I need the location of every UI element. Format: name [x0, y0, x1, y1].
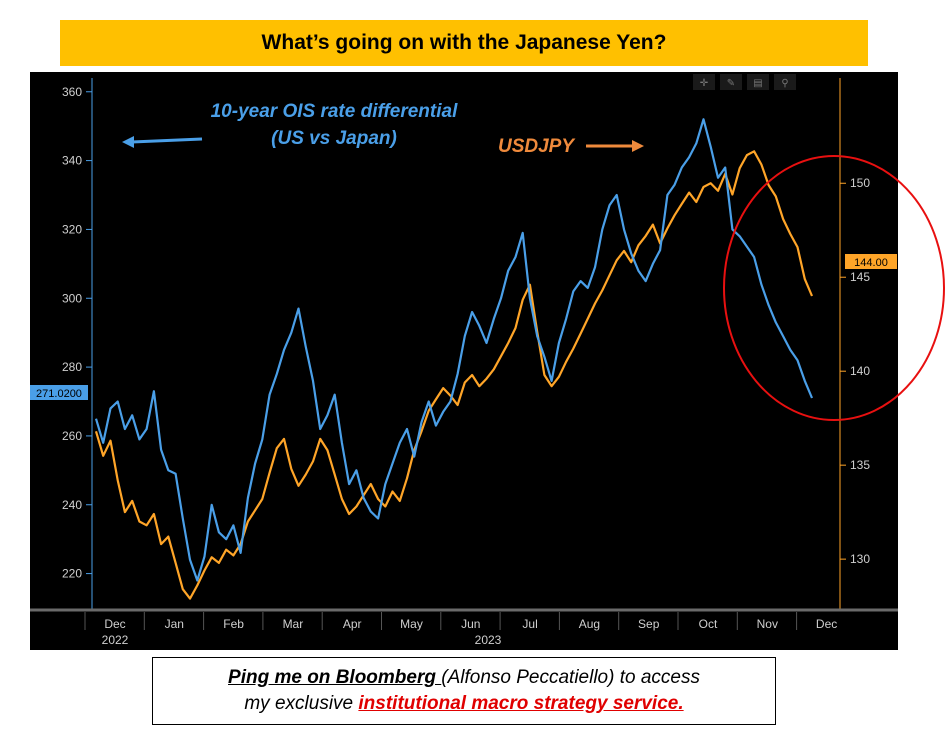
usdjpy-line — [94, 150, 814, 600]
right-last-value-box — [845, 254, 897, 269]
left-tick-label: 320 — [62, 222, 82, 236]
ois-arrow-shaft — [131, 137, 203, 144]
ois-label-line1: 10-year OIS rate differential — [211, 101, 458, 122]
right-tick-label: 135 — [850, 458, 870, 472]
left-tick-label: 220 — [62, 567, 82, 581]
left-tick-label: 240 — [62, 498, 82, 512]
promo-text1: (Alfonso Peccatiello) to access — [441, 667, 700, 688]
crosshair-icon-glyph: ✛ — [700, 78, 709, 89]
x-tick-label: Apr — [343, 617, 362, 631]
promo-bloomberg-link[interactable]: Ping me on Bloomberg — [228, 667, 442, 688]
left-tick-label: 340 — [62, 154, 82, 168]
right-tick-label: 150 — [850, 176, 870, 190]
left-last-value-tag: 271.0200 — [30, 385, 88, 400]
x-year-label: 2023 — [475, 633, 502, 647]
chart-title: What’s going on with the Japanese Yen? — [261, 31, 667, 54]
usdjpy-label: USDJPY — [498, 136, 576, 157]
table-icon[interactable] — [747, 74, 769, 90]
table-icon-glyph: ▤ — [753, 78, 762, 89]
series-layer — [94, 118, 814, 600]
zoom-icon[interactable] — [774, 74, 796, 90]
left-tick-label: 280 — [62, 360, 82, 374]
promo-text2: my exclusive — [244, 693, 359, 714]
chart-toolbar: ✛ ✎ ▤ ⚲ — [693, 74, 796, 90]
left-last-value-box — [30, 385, 88, 400]
promo-service-link[interactable]: institutional macro strategy service. — [358, 693, 684, 714]
x-tick-label: Nov — [757, 617, 778, 631]
left-last-value: 271.0200 — [36, 388, 82, 400]
x-tick-label: Jan — [165, 617, 184, 631]
crosshair-icon[interactable] — [693, 74, 715, 90]
x-tick-label: Jul — [522, 617, 537, 631]
right-axis-ticks: 130 135 140 145 150 — [840, 176, 870, 566]
x-tick-label: Feb — [223, 617, 244, 631]
x-tick-label: Mar — [283, 617, 304, 631]
chart-panel: ✛ ✎ ▤ ⚲ 220 240 260 280 300 320 340 360 130 135 1… — [30, 72, 898, 650]
right-last-value: 144.00 — [854, 257, 888, 269]
left-axis-ticks: 220 240 260 280 300 320 340 360 — [62, 85, 92, 581]
left-tick-label: 300 — [62, 291, 82, 305]
draw-icon-glyph: ✎ — [727, 78, 735, 89]
x-tick-label: Dec — [104, 617, 125, 631]
x-tick-label: Dec — [816, 617, 837, 631]
x-year-label: 2022 — [102, 633, 129, 647]
left-tick-label: 360 — [62, 85, 82, 99]
zoom-icon-glyph: ⚲ — [781, 78, 788, 89]
draw-icon[interactable] — [720, 74, 742, 90]
x-tick-label: May — [400, 617, 423, 631]
right-tick-label: 140 — [850, 364, 870, 378]
title-banner: What’s going on with the Japanese Yen? — [60, 20, 868, 66]
x-tick-label: Oct — [699, 617, 718, 631]
ois-differential-line — [94, 118, 814, 582]
red-highlight-ellipse — [723, 155, 945, 421]
ois-arrow-head — [122, 136, 134, 148]
usdjpy-arrow-head — [632, 140, 644, 152]
x-tick-label: Jun — [461, 617, 480, 631]
right-last-value-tag: 144.00 — [845, 254, 897, 269]
x-tick-label: Aug — [579, 617, 600, 631]
right-tick-label: 145 — [850, 270, 870, 284]
promo-line2: my exclusive institutional macro strateg… — [153, 691, 775, 717]
x-tick-label: Sep — [638, 617, 660, 631]
right-tick-label: 130 — [850, 552, 870, 566]
ois-label-line2: (US vs Japan) — [271, 128, 397, 149]
x-axis-ticks: Dec Jan Feb Mar Apr May Jun Jul Aug Sep Oct Nov Dec 2… — [84, 612, 837, 647]
promo-box: Ping me on Bloomberg (Alfonso Peccatiell… — [152, 657, 776, 725]
promo-line1: Ping me on Bloomberg (Alfonso Peccatiell… — [153, 665, 775, 691]
left-tick-label: 260 — [62, 429, 82, 443]
